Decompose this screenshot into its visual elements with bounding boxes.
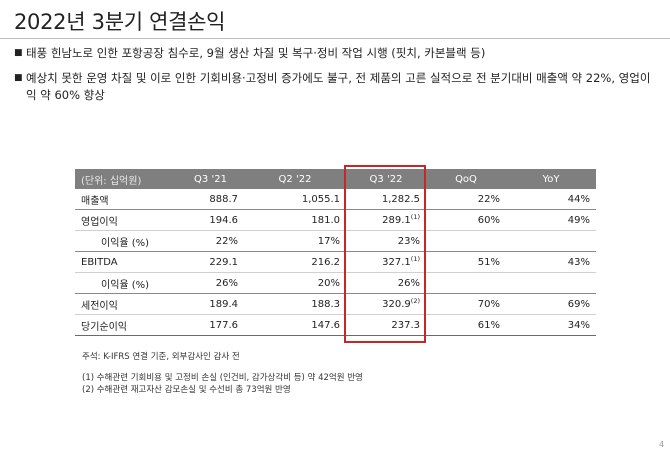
footnote-ref: (2) (410, 296, 420, 305)
cell-value: 289.1 (382, 214, 411, 226)
cell-q3-22: 327.1(1) (346, 251, 426, 273)
table-row-operating-profit: 영업이익 194.6 181.0 289.1(1) 60% 49% (75, 209, 596, 231)
table-row-pretax-income: 세전이익 189.4 188.3 320.9(2) 70% 69% (75, 293, 596, 315)
cell-q3-21: 26% (177, 272, 244, 294)
cell-yoy: 34% (506, 314, 596, 336)
cell-q3-21: 177.6 (177, 314, 244, 336)
col-header-q3-22: Q3 '22 (346, 169, 426, 189)
cell-q3-21: 189.4 (177, 293, 244, 315)
table-row-ebitda: EBITDA 229.1 216.2 327.1(1) 51% 43% (75, 251, 596, 273)
cell-qoq: 61% (426, 314, 506, 336)
col-header-yoy: YoY (506, 169, 596, 189)
cell-q2-22: 181.0 (244, 209, 346, 231)
bullet-item: ■ 예상치 못한 운영 차질 및 이로 인한 기회비용·고정비 증가에도 불구,… (14, 70, 654, 104)
square-bullet-icon: ■ (14, 73, 23, 83)
cell-yoy (506, 230, 596, 252)
table-row-operating-margin: 이익율 (%) 22% 17% 23% (75, 230, 596, 252)
cell-value: 320.9 (382, 298, 411, 310)
col-header-q3-21: Q3 '21 (177, 169, 244, 189)
cell-yoy: 49% (506, 209, 596, 231)
page-number: 4 (659, 440, 665, 449)
bullet-item: ■ 태풍 힌남노로 인한 포항공장 침수로, 9월 생산 차질 및 복구·정비 … (14, 45, 654, 62)
col-header-qoq: QoQ (426, 169, 506, 189)
row-label: 이익율 (%) (75, 230, 177, 252)
cell-qoq (426, 230, 506, 252)
bullet-text: 태풍 힌남노로 인한 포항공장 침수로, 9월 생산 차질 및 복구·정비 작업… (26, 46, 486, 60)
col-header-q2-22: Q2 '22 (244, 169, 346, 189)
table-row-revenue: 매출액 888.7 1,055.1 1,282.5 22% 44% (75, 189, 596, 210)
cell-yoy: 69% (506, 293, 596, 315)
cell-yoy (506, 272, 596, 294)
cell-q3-22: 320.9(2) (346, 293, 426, 315)
row-label: EBITDA (75, 251, 177, 273)
footnote-2: (2) 수해관련 재고자산 감모손실 및 수선비 총 73억원 반영 (82, 385, 291, 395)
cell-q2-22: 147.6 (244, 314, 346, 336)
table-row-net-income: 당기순이익 177.6 147.6 237.3 61% 34% (75, 314, 596, 336)
cell-q3-21: 22% (177, 230, 244, 252)
cell-value: 1,282.5 (381, 193, 420, 205)
cell-value: 327.1 (382, 256, 411, 268)
table-header-row: (단위: 십억원) Q3 '21 Q2 '22 Q3 '22 QoQ YoY (75, 169, 596, 189)
unit-header: (단위: 십억원) (75, 169, 177, 189)
footnote-ref: (1) (410, 212, 420, 221)
page-title: 2022년 3분기 연결손익 (14, 10, 226, 34)
cell-qoq: 60% (426, 209, 506, 231)
cell-q2-22: 17% (244, 230, 346, 252)
income-statement-table: (단위: 십억원) Q3 '21 Q2 '22 Q3 '22 QoQ YoY 매… (75, 169, 596, 336)
cell-q3-22: 26% (346, 272, 426, 294)
cell-q3-22: 289.1(1) (346, 209, 426, 231)
row-label: 세전이익 (75, 293, 177, 315)
cell-q3-21: 888.7 (177, 189, 244, 210)
footnote-1: (1) 수해관련 기회비용 및 고정비 손실 (인건비, 감가상각비 등) 약 … (82, 373, 363, 383)
cell-value: 237.3 (391, 319, 420, 331)
square-bullet-icon: ■ (14, 48, 23, 58)
row-label: 이익율 (%) (75, 272, 177, 294)
cell-q3-22: 1,282.5 (346, 189, 426, 210)
row-label: 당기순이익 (75, 314, 177, 336)
row-label: 매출액 (75, 189, 177, 210)
title-divider (0, 38, 670, 39)
cell-q3-22: 23% (346, 230, 426, 252)
cell-qoq: 22% (426, 189, 506, 210)
cell-value: 26% (397, 277, 420, 289)
cell-value: 23% (397, 235, 420, 247)
cell-q3-22: 237.3 (346, 314, 426, 336)
row-label: 영업이익 (75, 209, 177, 231)
cell-q3-21: 229.1 (177, 251, 244, 273)
basis-note: 주석: K-IFRS 연결 기준, 외부감사인 감사 전 (82, 352, 240, 362)
cell-qoq (426, 272, 506, 294)
cell-yoy: 43% (506, 251, 596, 273)
cell-q2-22: 20% (244, 272, 346, 294)
cell-qoq: 70% (426, 293, 506, 315)
table-row-ebitda-margin: 이익율 (%) 26% 20% 26% (75, 272, 596, 294)
cell-q3-21: 194.6 (177, 209, 244, 231)
cell-yoy: 44% (506, 189, 596, 210)
cell-qoq: 51% (426, 251, 506, 273)
cell-q2-22: 216.2 (244, 251, 346, 273)
footnote-ref: (1) (410, 254, 420, 263)
cell-q2-22: 188.3 (244, 293, 346, 315)
cell-q2-22: 1,055.1 (244, 189, 346, 210)
bullet-text: 예상치 못한 운영 차질 및 이로 인한 기회비용·고정비 증가에도 불구, 전… (26, 71, 651, 102)
